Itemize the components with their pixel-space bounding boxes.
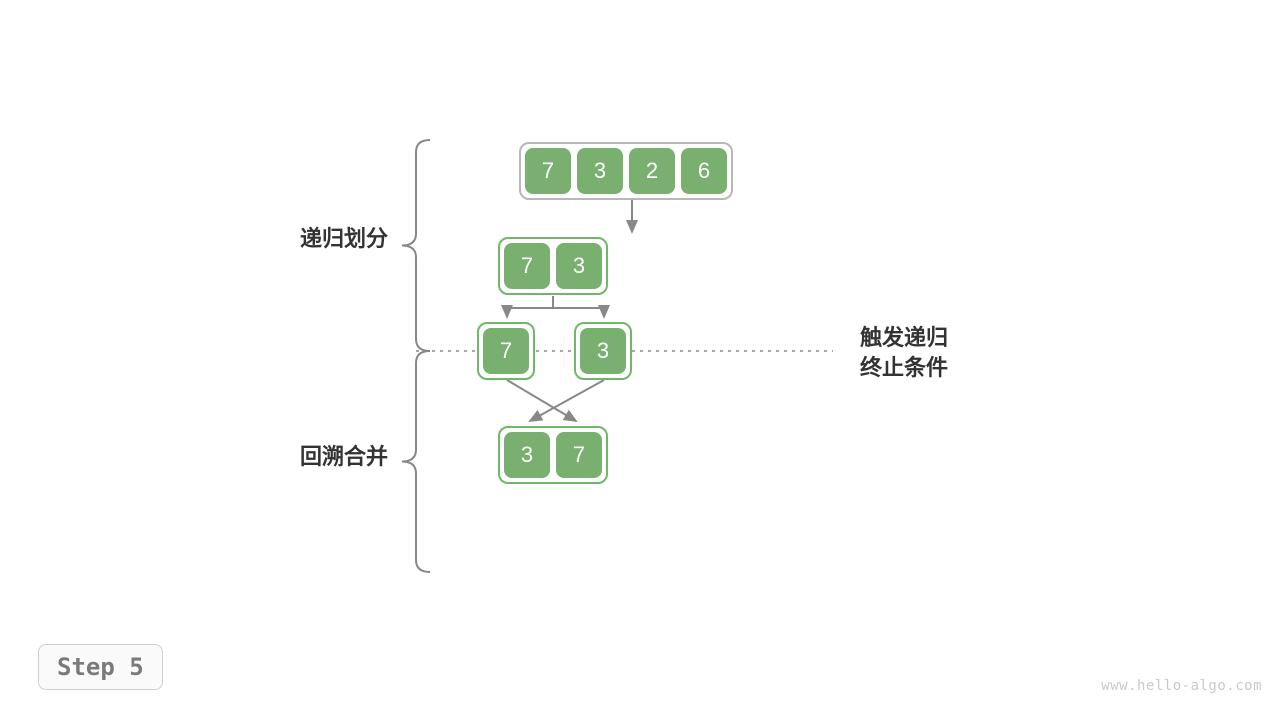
array-cell: 7 [504,243,550,289]
array-cell: 3 [580,328,626,374]
edge [507,380,576,421]
array-node: 3 [574,322,632,380]
array-node: 7 [477,322,535,380]
array-node: 7326 [519,142,733,200]
curly-brace [402,140,430,351]
label-trigger-line2: 终止条件 [860,355,948,380]
label-recursive-divide: 递归划分 [300,224,388,254]
array-cell: 3 [577,148,623,194]
array-cell: 6 [681,148,727,194]
watermark: www.hello-algo.com [1101,678,1262,694]
array-node: 73 [498,237,608,295]
diagram-canvas: 7326737337 递归划分 回溯合并 触发递归 终止条件 Step 5 ww… [0,0,1280,720]
array-cell: 3 [504,432,550,478]
array-cell: 7 [556,432,602,478]
edge [530,380,604,421]
label-trigger-condition: 触发递归 终止条件 [860,323,948,382]
array-cell: 7 [525,148,571,194]
connector-layer [0,0,1280,720]
step-badge: Step 5 [38,644,163,690]
label-trigger-line1: 触发递归 [860,325,948,350]
array-cell: 3 [556,243,602,289]
array-node: 37 [498,426,608,484]
label-backtrack-merge: 回溯合并 [300,442,388,472]
array-cell: 2 [629,148,675,194]
curly-brace [402,351,430,572]
array-cell: 7 [483,328,529,374]
